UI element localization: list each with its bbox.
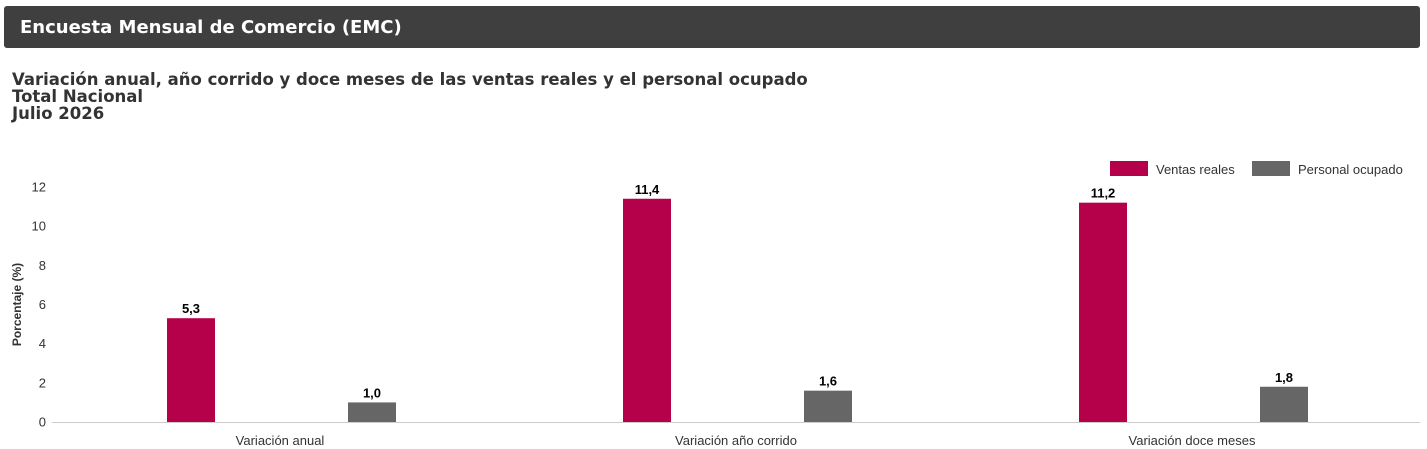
legend-swatch <box>1252 161 1290 176</box>
legend-swatch <box>1110 161 1148 176</box>
y-tick-label: 0 <box>39 415 46 430</box>
data-label: 11,4 <box>635 182 660 197</box>
data-label: 1,6 <box>819 374 837 389</box>
legend-label: Personal ocupado <box>1298 162 1403 177</box>
x-tick-label: Variación anual <box>236 433 325 448</box>
legend-label: Ventas reales <box>1156 162 1235 177</box>
legend-item[interactable]: Personal ocupado <box>1252 161 1403 177</box>
chart-title: Variación anual, año corrido y doce mese… <box>12 70 808 89</box>
data-label: 11,2 <box>1091 186 1116 201</box>
legend: Ventas reales Personal ocupado <box>1110 161 1403 177</box>
chart-subtitle-region: Total Nacional <box>12 87 144 106</box>
x-tick-label: Variación año corrido <box>675 433 797 448</box>
y-tick-label: 10 <box>32 219 46 234</box>
y-tick-label: 2 <box>39 375 46 390</box>
data-label: 5,3 <box>182 301 200 316</box>
x-tick-label: Variación doce meses <box>1129 433 1256 448</box>
y-tick-label: 12 <box>32 180 46 195</box>
header-title: Encuesta Mensual de Comercio (EMC) <box>20 16 402 38</box>
bar <box>623 198 671 422</box>
y-tick-label: 8 <box>39 258 46 273</box>
data-label: 1,0 <box>363 385 381 400</box>
y-axis: 0 2 4 6 8 10 12 Porcentaje (%) <box>10 180 46 430</box>
header-bar: Encuesta Mensual de Comercio (EMC) <box>4 6 1420 48</box>
bars: 5,3 1,0 11,4 1,6 11,2 1,8 <box>167 182 1308 422</box>
bar <box>167 318 215 422</box>
x-axis: Variación anual Variación año corrido Vari… <box>52 422 1420 448</box>
data-label: 1,8 <box>1275 370 1293 385</box>
bar <box>804 390 852 422</box>
y-tick-label: 6 <box>39 297 46 312</box>
bar <box>348 402 396 422</box>
legend-item[interactable]: Ventas reales <box>1110 161 1235 177</box>
bar <box>1079 202 1127 422</box>
y-axis-title: Porcentaje (%) <box>10 263 24 346</box>
y-tick-label: 4 <box>39 336 46 351</box>
bar <box>1260 386 1308 422</box>
chart-titles: Variación anual, año corrido y doce mese… <box>12 71 808 122</box>
chart-subtitle-period: Julio 2026 <box>12 104 105 123</box>
